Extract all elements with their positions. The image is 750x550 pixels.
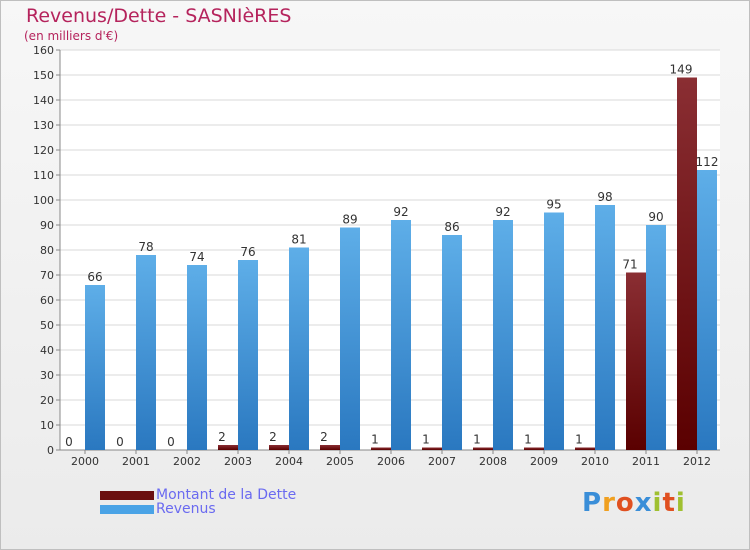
data-label-revenue: 112 xyxy=(696,155,719,169)
x-tick-label: 2009 xyxy=(530,455,558,468)
y-tick-label: 30 xyxy=(40,369,54,382)
logo-letter: o xyxy=(615,488,635,518)
bar-revenue xyxy=(136,255,156,450)
data-label-debt: 1 xyxy=(422,433,430,447)
bar-revenue xyxy=(340,227,360,450)
data-label-debt: 2 xyxy=(269,430,277,444)
proxiti-logo: Proxiti xyxy=(582,488,686,518)
data-label-debt: 2 xyxy=(218,430,226,444)
bar-revenue xyxy=(646,225,666,450)
y-tick-label: 100 xyxy=(33,194,54,207)
x-tick-label: 2010 xyxy=(581,455,609,468)
legend-swatch-revenue xyxy=(100,505,154,514)
bar-revenue xyxy=(391,220,411,450)
y-tick-label: 90 xyxy=(40,219,54,232)
data-label-revenue: 81 xyxy=(291,233,306,247)
chart-subtitle: (en milliers d'€) xyxy=(24,29,119,43)
bar-revenue xyxy=(85,285,105,450)
data-label-revenue: 76 xyxy=(240,245,255,259)
data-label-revenue: 95 xyxy=(546,198,561,212)
y-tick-label: 0 xyxy=(47,444,54,457)
data-label-revenue: 98 xyxy=(597,190,612,204)
data-label-revenue: 90 xyxy=(648,210,663,224)
bar-revenue xyxy=(442,235,462,450)
y-tick-label: 120 xyxy=(33,144,54,157)
y-tick-label: 10 xyxy=(40,419,54,432)
y-tick-label: 140 xyxy=(33,94,54,107)
x-tick-label: 2008 xyxy=(479,455,507,468)
y-tick-label: 50 xyxy=(40,319,54,332)
bar-revenue xyxy=(595,205,615,450)
x-tick-label: 2007 xyxy=(428,455,456,468)
data-label-revenue: 92 xyxy=(495,205,510,219)
legend-label-revenue: Revenus xyxy=(156,501,216,517)
y-tick-label: 150 xyxy=(33,69,54,82)
y-tick-label: 130 xyxy=(33,119,54,132)
bar-revenue xyxy=(289,247,309,450)
data-label-revenue: 78 xyxy=(138,240,153,254)
bar-debt xyxy=(626,272,646,450)
bar-revenue xyxy=(697,170,717,450)
x-tick-label: 2004 xyxy=(275,455,303,468)
y-tick-label: 160 xyxy=(33,44,54,57)
data-label-debt: 1 xyxy=(473,433,481,447)
data-label-debt: 0 xyxy=(65,435,73,449)
y-tick-label: 70 xyxy=(40,269,54,282)
data-label-revenue: 86 xyxy=(444,220,459,234)
bar-debt xyxy=(269,445,289,450)
legend-swatch-debt xyxy=(100,491,154,500)
data-label-debt: 149 xyxy=(670,63,693,77)
bar-revenue xyxy=(187,265,207,450)
x-tick-label: 2005 xyxy=(326,455,354,468)
bar-debt xyxy=(473,447,493,450)
x-tick-label: 2002 xyxy=(173,455,201,468)
data-label-revenue: 89 xyxy=(342,213,357,227)
data-label-debt: 1 xyxy=(371,433,379,447)
bar-debt xyxy=(677,77,697,450)
x-tick-label: 2012 xyxy=(683,455,711,468)
legend-label-debt: Montant de la Dette xyxy=(156,487,297,503)
logo-letter: P xyxy=(582,488,603,518)
x-tick-label: 2011 xyxy=(632,455,660,468)
bar-debt xyxy=(218,445,238,450)
bar-debt xyxy=(524,447,544,450)
data-label-debt: 2 xyxy=(320,430,328,444)
logo-letter: x xyxy=(634,488,653,518)
data-label-revenue: 74 xyxy=(189,250,204,264)
data-label-debt: 1 xyxy=(524,433,532,447)
logo-letter: t xyxy=(662,488,676,518)
bar-debt xyxy=(371,447,391,450)
data-label-debt: 1 xyxy=(575,433,583,447)
bar-revenue xyxy=(544,212,564,450)
data-label-revenue: 66 xyxy=(87,270,102,284)
data-label-debt: 71 xyxy=(622,258,637,272)
data-label-debt: 0 xyxy=(167,435,175,449)
data-label-revenue: 92 xyxy=(393,205,408,219)
x-tick-label: 2006 xyxy=(377,455,405,468)
logo-letter: r xyxy=(602,488,616,518)
y-tick-label: 40 xyxy=(40,344,54,357)
bar-revenue xyxy=(493,220,513,450)
x-tick-label: 2000 xyxy=(71,455,99,468)
logo-letter: i xyxy=(652,488,663,518)
y-tick-label: 110 xyxy=(33,169,54,182)
x-tick-label: 2001 xyxy=(122,455,150,468)
bar-revenue xyxy=(238,260,258,450)
logo-letter: i xyxy=(675,488,686,518)
x-tick-label: 2003 xyxy=(224,455,252,468)
bar-debt xyxy=(422,447,442,450)
data-label-debt: 0 xyxy=(116,435,124,449)
chart-title: Revenus/Dette - SASNIèRES xyxy=(26,5,292,27)
y-tick-label: 60 xyxy=(40,294,54,307)
y-tick-label: 20 xyxy=(40,394,54,407)
bar-debt xyxy=(575,447,595,450)
bar-debt xyxy=(320,445,340,450)
y-tick-label: 80 xyxy=(40,244,54,257)
